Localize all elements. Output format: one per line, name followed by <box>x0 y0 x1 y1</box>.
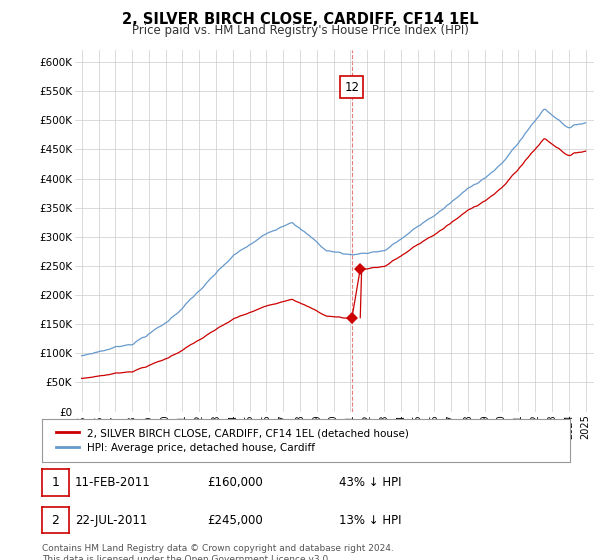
Text: Price paid vs. HM Land Registry's House Price Index (HPI): Price paid vs. HM Land Registry's House … <box>131 24 469 36</box>
Text: 1: 1 <box>52 476 59 489</box>
Text: £245,000: £245,000 <box>207 514 263 526</box>
Text: 22-JUL-2011: 22-JUL-2011 <box>75 514 148 526</box>
Text: 12: 12 <box>344 81 359 94</box>
Text: Contains HM Land Registry data © Crown copyright and database right 2024.
This d: Contains HM Land Registry data © Crown c… <box>42 544 394 560</box>
Text: 2: 2 <box>52 514 59 526</box>
Text: 43% ↓ HPI: 43% ↓ HPI <box>339 476 401 489</box>
Legend: 2, SILVER BIRCH CLOSE, CARDIFF, CF14 1EL (detached house), HPI: Average price, d: 2, SILVER BIRCH CLOSE, CARDIFF, CF14 1EL… <box>52 425 412 456</box>
Text: 13% ↓ HPI: 13% ↓ HPI <box>339 514 401 526</box>
Text: 11-FEB-2011: 11-FEB-2011 <box>75 476 151 489</box>
Text: £160,000: £160,000 <box>207 476 263 489</box>
Text: 2, SILVER BIRCH CLOSE, CARDIFF, CF14 1EL: 2, SILVER BIRCH CLOSE, CARDIFF, CF14 1EL <box>122 12 478 27</box>
